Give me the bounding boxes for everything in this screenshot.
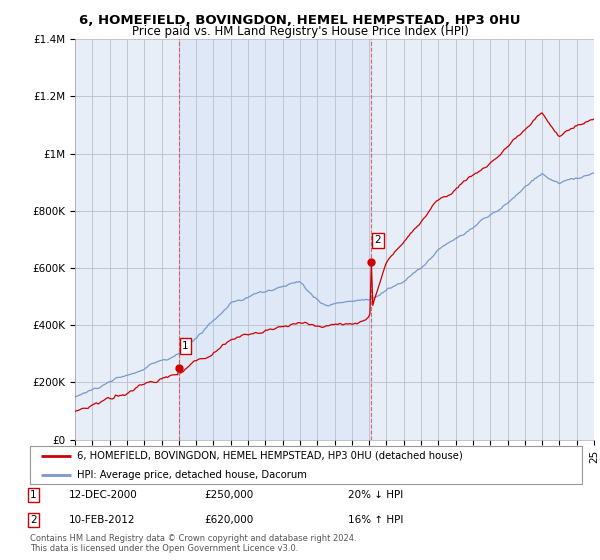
Text: 1: 1 [182,341,189,351]
Text: 16% ↑ HPI: 16% ↑ HPI [348,515,403,525]
Text: 6, HOMEFIELD, BOVINGDON, HEMEL HEMPSTEAD, HP3 0HU (detached house): 6, HOMEFIELD, BOVINGDON, HEMEL HEMPSTEAD… [77,451,463,461]
Text: £250,000: £250,000 [204,490,253,500]
Text: 10-FEB-2012: 10-FEB-2012 [69,515,136,525]
Text: 6, HOMEFIELD, BOVINGDON, HEMEL HEMPSTEAD, HP3 0HU: 6, HOMEFIELD, BOVINGDON, HEMEL HEMPSTEAD… [79,14,521,27]
Text: 2: 2 [374,235,381,245]
Text: Contains HM Land Registry data © Crown copyright and database right 2024.
This d: Contains HM Land Registry data © Crown c… [30,534,356,553]
Text: 12-DEC-2000: 12-DEC-2000 [69,490,138,500]
Text: £620,000: £620,000 [204,515,253,525]
Text: 2: 2 [30,515,37,525]
Text: 1: 1 [30,490,37,500]
Text: 20% ↓ HPI: 20% ↓ HPI [348,490,403,500]
FancyBboxPatch shape [30,446,582,484]
Bar [179,39,371,440]
Text: HPI: Average price, detached house, Dacorum: HPI: Average price, detached house, Daco… [77,470,307,480]
Text: Price paid vs. HM Land Registry's House Price Index (HPI): Price paid vs. HM Land Registry's House … [131,25,469,38]
